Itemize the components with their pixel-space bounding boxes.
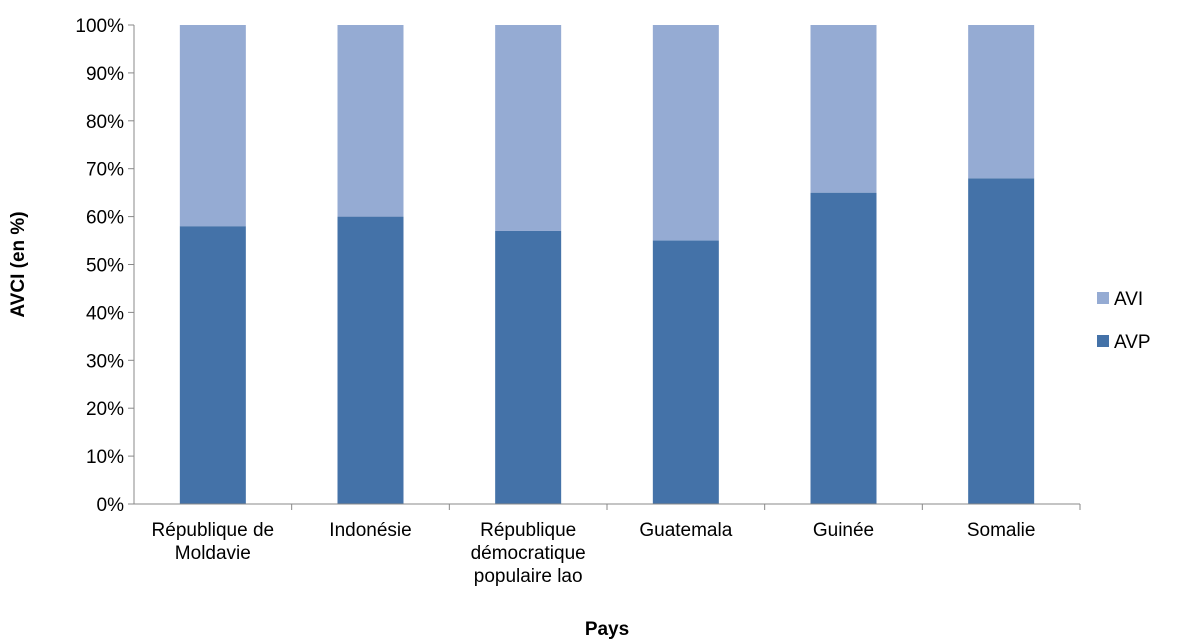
x-axis-title: Pays <box>585 619 629 640</box>
x-tick-label: Guinée <box>813 520 874 541</box>
bar-avp <box>810 192 877 504</box>
bar-avi <box>968 25 1035 179</box>
bar-avi <box>652 25 719 241</box>
y-tick-label: 60% <box>86 208 124 229</box>
bar-avp <box>495 230 562 504</box>
bar-avp <box>179 226 246 504</box>
bar-avi <box>337 25 404 217</box>
bars <box>179 25 1035 505</box>
bar-avi <box>179 25 246 227</box>
legend-swatch-avi <box>1097 292 1109 304</box>
y-tick-label: 0% <box>97 495 125 516</box>
y-tick-label: 70% <box>86 160 124 181</box>
y-tick-label: 30% <box>86 351 124 372</box>
bar-avi <box>495 25 562 231</box>
y-axis-ticks: 0% 10% 20% 30% 40% 50% 60% 70% 80% 90% 100% <box>75 16 134 516</box>
legend: AVI AVP <box>1097 289 1151 353</box>
x-tick-label: Guatemala <box>639 520 732 541</box>
x-tick-label: République démocratique populaire lao <box>471 520 586 587</box>
y-tick-label: 80% <box>86 112 124 133</box>
bar-avp <box>337 216 404 504</box>
x-tick-label: Somalie <box>967 520 1036 541</box>
legend-swatch-avp <box>1097 335 1109 347</box>
legend-label-avp: AVP <box>1114 332 1151 353</box>
bar-avp <box>968 178 1035 504</box>
y-tick-label: 20% <box>86 399 124 420</box>
y-tick-label: 40% <box>86 303 124 324</box>
x-axis-tick-labels: République de Moldavie Indonésie République… <box>152 504 1081 587</box>
legend-label-avi: AVI <box>1114 289 1143 310</box>
y-tick-label: 100% <box>75 16 124 37</box>
y-axis-title: AVCI (en %) <box>8 211 29 317</box>
y-tick-label: 90% <box>86 64 124 85</box>
x-tick-label: Indonésie <box>329 520 411 541</box>
bar-avp <box>652 240 719 505</box>
bar-avi <box>810 25 877 193</box>
y-tick-label: 10% <box>86 447 124 468</box>
y-tick-label: 50% <box>86 256 124 277</box>
x-tick-label: République de Moldavie <box>152 520 275 564</box>
